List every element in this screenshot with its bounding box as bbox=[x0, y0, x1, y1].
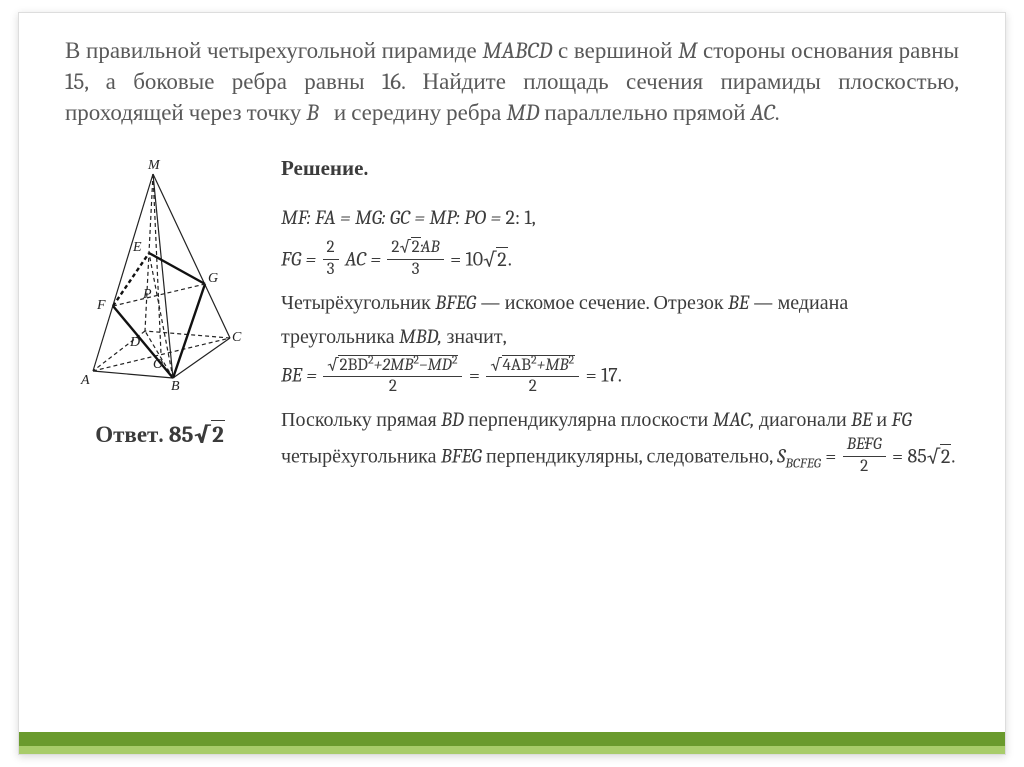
st1d: значит, bbox=[442, 325, 507, 348]
problem-text-4: и середину ребра bbox=[329, 99, 507, 126]
st2f: перпендикулярны, следовательно, bbox=[482, 445, 777, 468]
st2v3: BE bbox=[851, 408, 872, 431]
body-row: M A B C D E F G O P Ответ. 85 bbox=[65, 156, 959, 479]
st1v2: BE bbox=[728, 291, 749, 314]
problem-text-1: В правильной четырехугольной пирамиде bbox=[65, 37, 482, 64]
height-mo bbox=[153, 174, 161, 354]
solution-text-1: Четырёхугольник BFEG — искомое сечение. … bbox=[281, 286, 959, 354]
sol2-f2nr: 2 bbox=[411, 237, 421, 257]
label-m: M bbox=[147, 158, 161, 173]
problem-var-5: AC bbox=[751, 99, 775, 126]
st1b: — искомое сечение. Отрезок bbox=[476, 291, 728, 314]
st2v5: BFEG bbox=[441, 445, 482, 468]
sol3-res: 17. bbox=[601, 363, 622, 386]
st1v1: BFEG bbox=[435, 291, 476, 314]
solution-line-1: MF: FA = MG: GC = MP: PO = 2: 1, bbox=[281, 199, 959, 236]
st2v4: FG bbox=[892, 408, 912, 431]
answer-value: 85 2 bbox=[169, 421, 225, 448]
solution-line-2: FG = 23 AC = 22·AB3 = 102. bbox=[281, 240, 959, 282]
sol2-mid: AC = bbox=[345, 248, 385, 271]
label-d: D bbox=[129, 335, 140, 350]
st2b: перпендикулярна плоскости bbox=[464, 408, 713, 431]
sol2-f1d: 3 bbox=[323, 260, 339, 280]
final-coeff: 85 bbox=[908, 445, 927, 468]
footer-bar-light bbox=[19, 746, 1005, 754]
sol1-ratio: 2: 1, bbox=[505, 206, 535, 229]
solution-line-3: BE = 2BD2+2MB2−MD22 = 4AB2+MB22 = 17. bbox=[281, 354, 959, 399]
sol3-f1-a: +2MB bbox=[374, 356, 414, 375]
final-fd: 2 bbox=[843, 457, 886, 477]
label-f: F bbox=[96, 298, 106, 313]
sol3-lhs: BE = bbox=[281, 363, 321, 386]
sol3-f1-rad: 2BD bbox=[339, 356, 368, 375]
label-c: C bbox=[232, 330, 242, 345]
problem-var-3: B bbox=[306, 99, 318, 126]
final-rad: 2 bbox=[940, 444, 951, 468]
st2d: и bbox=[872, 408, 892, 431]
problem-statement: В правильной четырехугольной пирамиде MA… bbox=[65, 35, 959, 128]
sol3-f1-b: −MD bbox=[419, 356, 452, 375]
solution-column: Решение. MF: FA = MG: GC = MP: PO = 2: 1… bbox=[255, 156, 959, 479]
footer-bar-dark bbox=[19, 732, 1005, 746]
st2v1: BD bbox=[441, 408, 464, 431]
left-column: M A B C D E F G O P Ответ. 85 bbox=[65, 156, 255, 448]
solution-title: Решение. bbox=[281, 156, 959, 181]
problem-var-2: M bbox=[678, 37, 697, 64]
st2v2: MAC, bbox=[713, 408, 755, 431]
label-o: O bbox=[153, 357, 163, 372]
label-e: E bbox=[132, 240, 142, 255]
solution-text-2: Поскольку прямая BD перпендикулярна плос… bbox=[281, 403, 959, 479]
final-sub: BCFEG bbox=[785, 455, 820, 472]
answer-coeff: 85 bbox=[169, 421, 194, 448]
label-a: A bbox=[80, 373, 90, 388]
pyramid-diagram: M A B C D E F G O P bbox=[75, 156, 245, 391]
sol3-f2d: 2 bbox=[486, 377, 579, 397]
edge-mc bbox=[153, 174, 230, 338]
problem-var-4: MD bbox=[506, 99, 539, 126]
st1v3: MBD, bbox=[399, 325, 442, 348]
edge-mb bbox=[153, 174, 173, 378]
answer-label: Ответ. bbox=[95, 421, 163, 448]
label-b: B bbox=[171, 379, 180, 391]
content-area: В правильной четырехугольной пирамиде MA… bbox=[19, 13, 1005, 479]
footer-accent bbox=[19, 726, 1005, 754]
seg-bf bbox=[113, 306, 173, 378]
problem-text-5: параллельно прямой bbox=[539, 99, 750, 126]
sol2-f2d: 3 bbox=[387, 260, 443, 280]
label-p: P bbox=[142, 287, 152, 302]
sol2-f1n: 2 bbox=[323, 238, 339, 259]
sol3-f2-rad: 4AB bbox=[503, 356, 531, 375]
st2e: четырёхугольника bbox=[281, 445, 441, 468]
answer-block: Ответ. 85 2 bbox=[95, 421, 225, 448]
sol2-f2nc: 2 bbox=[391, 238, 399, 257]
edge-ab bbox=[93, 371, 173, 378]
label-g: G bbox=[208, 271, 218, 286]
final-fn: BE·FG bbox=[843, 435, 886, 456]
sol3-f1d: 2 bbox=[323, 377, 462, 397]
seg-gb bbox=[173, 284, 205, 378]
edge-bc bbox=[173, 338, 230, 378]
problem-var-1: MABCD bbox=[482, 37, 552, 64]
sol1-prefix: MF: FA = MG: GC = MP: PO = bbox=[281, 206, 505, 229]
st2c: диагонали bbox=[754, 408, 851, 431]
problem-text-2: с вершиной bbox=[552, 37, 678, 64]
sol2-lhs: FG = bbox=[281, 248, 321, 271]
sol2-f2nt: ·AB bbox=[421, 238, 440, 257]
slide: В правильной четырехугольной пирамиде MA… bbox=[18, 12, 1006, 755]
sol3-f2-a: +MB bbox=[537, 356, 569, 375]
sol2-resc: 10 bbox=[466, 248, 484, 271]
answer-rad: 2 bbox=[211, 420, 225, 448]
st1a: Четырёхугольник bbox=[281, 291, 435, 314]
sol2-resr: 2 bbox=[496, 247, 507, 271]
st2a: Поскольку прямая bbox=[281, 408, 441, 431]
